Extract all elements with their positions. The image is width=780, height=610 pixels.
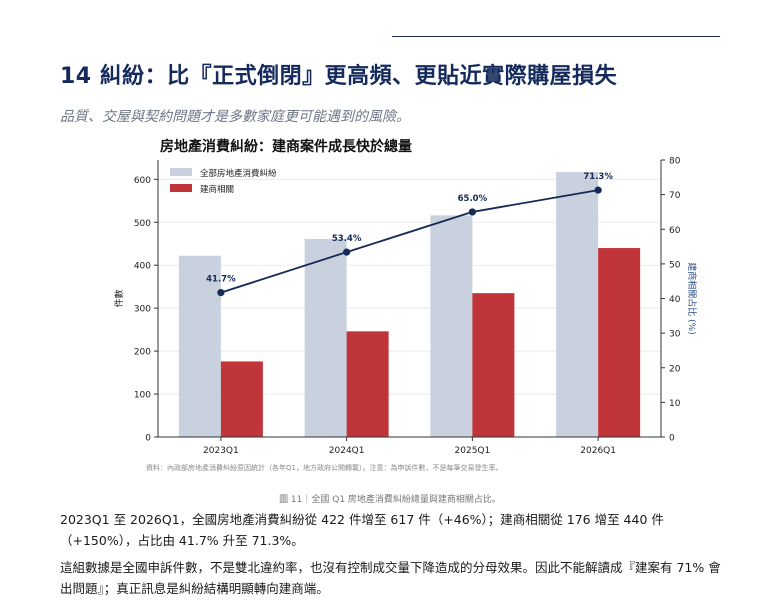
y-tick-label: 0 <box>145 434 151 444</box>
header-rule <box>392 36 720 37</box>
y-tick-label: 200 <box>134 348 151 358</box>
x-tick-label: 2026Q1 <box>580 446 616 456</box>
legend-label-developer: 建商相關 <box>200 184 234 195</box>
chart-svg: 房地產消費糾紛：建商案件成長快於總量 0 100 200 300 400 500 600 0 10… <box>113 138 698 472</box>
legend-label-total: 全部房地產消費糾紛 <box>200 168 277 179</box>
bar-total <box>556 172 599 437</box>
x-tick-label: 2023Q1 <box>203 446 239 456</box>
y-right-tick-label: 30 <box>669 330 681 340</box>
y-right-tick-label: 20 <box>669 364 681 374</box>
share-point <box>468 208 476 216</box>
bar-total <box>304 239 347 437</box>
legend-swatch-total <box>170 168 192 176</box>
section-number: 14 <box>60 64 92 89</box>
section-title-text: 糾紛：比『正式倒閉』更高頻、更貼近實際購屋損失 <box>99 64 618 89</box>
y-tick-label: 300 <box>134 305 151 315</box>
share-data-label: 65.0% <box>458 194 488 204</box>
y-axis-label: 件數 <box>113 289 125 307</box>
y-tick-label: 100 <box>134 391 151 401</box>
y-right-tick-label: 10 <box>669 399 681 409</box>
bar-total <box>178 255 221 437</box>
body-paragraph-1: 2023Q1 至 2026Q1，全國房地產消費糾紛從 422 件增至 617 件… <box>60 512 664 548</box>
share-data-label: 71.3% <box>583 172 613 182</box>
x-tick-label: 2025Q1 <box>455 446 491 456</box>
y-tick-label: 600 <box>134 176 151 186</box>
y-right-tick-label: 70 <box>669 191 681 201</box>
y-right-tick-label: 50 <box>669 260 681 270</box>
share-data-label: 41.7% <box>206 275 236 285</box>
y-right-tick-label: 40 <box>669 295 681 305</box>
y-right-tick-label: 60 <box>669 226 681 236</box>
share-point <box>594 186 602 194</box>
share-point <box>343 248 351 256</box>
bar-developer <box>346 331 389 437</box>
section-subtitle: 品質、交屋與契約問題才是多數家庭更可能遇到的風險。 <box>60 109 410 125</box>
share-line <box>220 189 599 294</box>
y-tick-label: 400 <box>134 262 151 272</box>
legend-swatch-developer <box>170 184 192 192</box>
chart-source-note: 資料：內政部房地產消費糾紛原因統計（各年Q1，地方政府公開轉載）。注意：為申訴件… <box>146 463 502 472</box>
figure-caption: 圖 11｜全國 Q1 房地產消費糾紛總量與建商相關占比。 <box>279 495 501 505</box>
bar-developer <box>598 248 641 437</box>
y-right-tick-label: 80 <box>669 157 681 167</box>
y-tick-label: 500 <box>134 219 151 229</box>
y-right-axis-label: 建商相關占比 (%) <box>686 262 698 334</box>
bar-developer <box>472 293 515 437</box>
share-point <box>217 289 225 297</box>
body-paragraph-2: 這組數據是全國申訴件數，不是雙北違約率，也沒有控制成交量下降造成的分母效果。因此… <box>60 560 721 596</box>
bar-total <box>430 215 473 437</box>
y-right-tick-label: 0 <box>669 434 675 444</box>
chart-title: 房地產消費糾紛：建商案件成長快於總量 <box>160 138 412 155</box>
share-data-label: 53.4% <box>332 234 362 244</box>
chart-figure: 房地產消費糾紛：建商案件成長快於總量 0 100 200 300 400 500 600 0 10… <box>100 134 720 479</box>
bar-developer <box>220 361 263 437</box>
section-title: 14 糾紛：比『正式倒閉』更高頻、更貼近實際購屋損失 <box>60 58 617 90</box>
x-tick-label: 2024Q1 <box>329 446 365 456</box>
